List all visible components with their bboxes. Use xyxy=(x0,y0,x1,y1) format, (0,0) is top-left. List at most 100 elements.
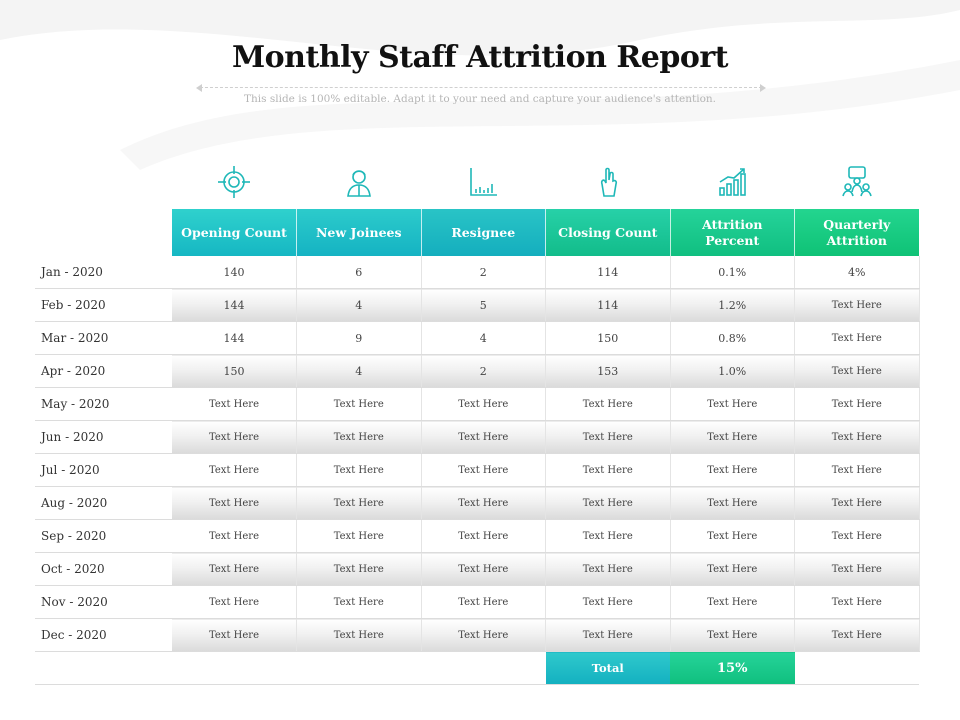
row-month: Apr - 2020 xyxy=(35,354,172,388)
table-cell: 1.0% xyxy=(670,354,795,388)
table-cell: Text Here xyxy=(296,519,422,553)
header-closing-count: Closing Count xyxy=(545,209,671,256)
table-cell: Text Here xyxy=(794,618,920,652)
row-month: Jul - 2020 xyxy=(35,453,172,487)
table-row: Oct - 2020 Text Here Text Here Text Here Tex… xyxy=(35,552,920,586)
table-cell: Text Here xyxy=(794,321,920,355)
header-new-joinees: New Joinees xyxy=(296,209,422,256)
table-cell: Text Here xyxy=(545,552,671,586)
table-cell: Text Here xyxy=(670,618,795,652)
table-row: May - 2020 Text Here Text Here Text Here Tex… xyxy=(35,387,920,421)
table-cell: Text Here xyxy=(545,387,671,421)
table-row: Dec - 2020 Text Here Text Here Text Here Tex… xyxy=(35,618,920,652)
table-row: Jan - 2020 140 6 2 114 0.1% 4% xyxy=(35,256,920,289)
table-cell: Text Here xyxy=(296,486,422,520)
total-label: Total xyxy=(545,651,670,685)
table-cell: Text Here xyxy=(421,420,546,454)
table-cell: Text Here xyxy=(421,519,546,553)
table-cell: Text Here xyxy=(794,387,920,421)
table-cell: 0.1% xyxy=(670,256,795,289)
table-cell: Text Here xyxy=(670,387,795,421)
total-row: Total 15% xyxy=(35,651,919,685)
table-cell: 4 xyxy=(421,321,546,355)
total-spacer xyxy=(794,651,919,685)
table-cell: Text Here xyxy=(172,618,297,652)
table-row: Sep - 2020 Text Here Text Here Text Here Tex… xyxy=(35,519,920,553)
table-cell: 9 xyxy=(296,321,422,355)
table-cell: Text Here xyxy=(794,354,920,388)
table-cell: Text Here xyxy=(172,519,297,553)
table-cell: Text Here xyxy=(421,486,546,520)
row-month: Jun - 2020 xyxy=(35,420,172,454)
table-row: Jun - 2020 Text Here Text Here Text Here Tex… xyxy=(35,420,920,454)
hand-gesture-icon xyxy=(546,160,670,204)
table-cell: 150 xyxy=(545,321,671,355)
row-month: Nov - 2020 xyxy=(35,585,172,619)
table-cell: 4% xyxy=(794,256,920,289)
table-cell: 2 xyxy=(421,354,546,388)
table-cell: Text Here xyxy=(172,387,297,421)
growth-chart-icon xyxy=(670,160,794,204)
subtitle-divider xyxy=(200,87,762,88)
page-title: Monthly Staff Attrition Report xyxy=(231,40,729,75)
table-cell: Text Here xyxy=(421,618,546,652)
row-month: Mar - 2020 xyxy=(35,321,172,355)
table-cell: 150 xyxy=(172,354,297,388)
table-cell: Text Here xyxy=(296,453,422,487)
table-cell: 144 xyxy=(172,321,297,355)
table-cell: 4 xyxy=(296,288,422,322)
table-cell: Text Here xyxy=(421,387,546,421)
divider-arrow-left xyxy=(196,84,202,92)
table-cell: Text Here xyxy=(421,552,546,586)
table-cell: Text Here xyxy=(670,552,795,586)
header-blank xyxy=(35,209,172,256)
divider-arrow-right xyxy=(760,84,766,92)
table-cell: 6 xyxy=(296,256,422,289)
table-cell: Text Here xyxy=(296,618,422,652)
table-row: Apr - 2020 150 4 2 153 1.0% Text Here xyxy=(35,354,920,388)
table-cell: Text Here xyxy=(794,486,920,520)
total-spacer xyxy=(35,651,172,685)
user-icon xyxy=(297,160,421,204)
attrition-table: Opening Count New Joinees Resignee Closi… xyxy=(35,209,920,685)
row-month: May - 2020 xyxy=(35,387,172,421)
table-cell: Text Here xyxy=(545,618,671,652)
table-cell: 1.2% xyxy=(670,288,795,322)
table-cell: Text Here xyxy=(670,519,795,553)
table-cell: Text Here xyxy=(421,585,546,619)
table-cell: Text Here xyxy=(670,486,795,520)
table-cell: Text Here xyxy=(545,519,671,553)
page-subtitle: This slide is 100% editable. Adapt it to… xyxy=(244,93,716,105)
table-cell: 114 xyxy=(545,288,671,322)
table-cell: Text Here xyxy=(545,420,671,454)
table-cell: Text Here xyxy=(794,288,920,322)
table-cell: Text Here xyxy=(296,420,422,454)
column-icons xyxy=(172,160,919,204)
table-cell: Text Here xyxy=(172,552,297,586)
target-icon xyxy=(172,160,296,204)
table-cell: Text Here xyxy=(172,453,297,487)
table-cell: Text Here xyxy=(172,420,297,454)
table-cell: 2 xyxy=(421,256,546,289)
table-cell: Text Here xyxy=(172,486,297,520)
table-cell: Text Here xyxy=(794,453,920,487)
row-month: Aug - 2020 xyxy=(35,486,172,520)
row-month: Sep - 2020 xyxy=(35,519,172,553)
row-month: Jan - 2020 xyxy=(35,256,172,289)
table-cell: 114 xyxy=(545,256,671,289)
table-cell: Text Here xyxy=(670,420,795,454)
table-cell: 153 xyxy=(545,354,671,388)
row-month: Feb - 2020 xyxy=(35,288,172,322)
table-cell: Text Here xyxy=(296,387,422,421)
total-spacer xyxy=(296,651,421,685)
table-row: Jul - 2020 Text Here Text Here Text Here Tex… xyxy=(35,453,920,487)
table-row: Feb - 2020 144 4 5 114 1.2% Text Here xyxy=(35,288,920,322)
table-cell: 5 xyxy=(421,288,546,322)
table-cell: Text Here xyxy=(670,585,795,619)
table-cell: Text Here xyxy=(670,453,795,487)
total-spacer xyxy=(172,651,297,685)
team-meeting-icon xyxy=(795,160,919,204)
header-opening-count: Opening Count xyxy=(172,209,297,256)
header-resignee: Resignee xyxy=(421,209,546,256)
total-spacer xyxy=(421,651,546,685)
